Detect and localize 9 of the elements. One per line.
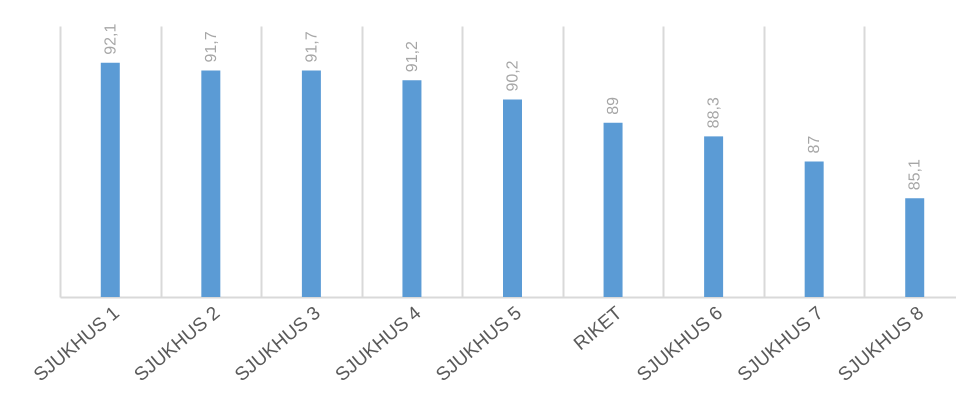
data-label: 85,1 [906, 159, 924, 190]
data-label: 90,2 [504, 60, 522, 92]
data-label: 87 [806, 136, 824, 154]
data-label: 91,7 [303, 31, 320, 63]
data-label: 91,7 [202, 31, 220, 63]
data-label: 91,2 [404, 40, 421, 72]
data-label: 92,1 [102, 24, 120, 55]
data-label: 89 [605, 96, 622, 115]
data-label: 88,3 [706, 97, 723, 128]
